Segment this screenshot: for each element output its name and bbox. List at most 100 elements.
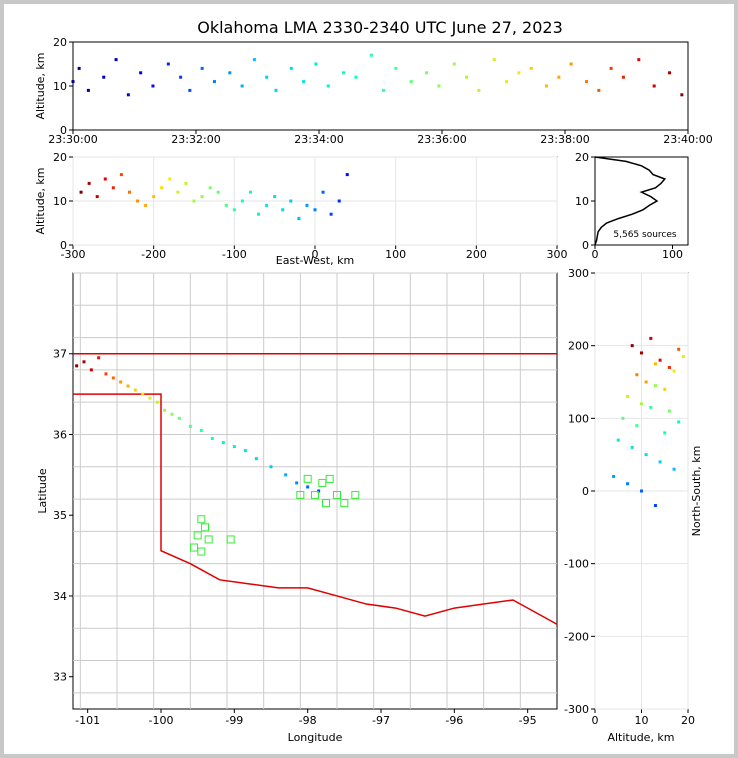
north-south-point bbox=[644, 453, 648, 457]
state-border-south bbox=[73, 393, 558, 625]
east-west-point bbox=[79, 190, 83, 194]
map-y-tick-label: 37 bbox=[53, 348, 67, 361]
histogram-y-tick-label: 10 bbox=[575, 195, 589, 208]
time-height-point bbox=[529, 66, 533, 70]
map-source-point bbox=[232, 445, 236, 449]
time-height-point bbox=[126, 93, 130, 97]
north-south-point bbox=[626, 395, 630, 399]
lma-station-marker bbox=[318, 478, 327, 487]
north-south-point bbox=[621, 416, 625, 420]
north-south-point bbox=[663, 387, 667, 391]
east-west-point bbox=[184, 181, 188, 185]
map-source-point bbox=[284, 473, 288, 477]
time-height-point bbox=[274, 88, 278, 92]
time-height-point bbox=[437, 84, 441, 88]
north-south-point bbox=[635, 424, 639, 428]
lma-station-marker bbox=[351, 491, 360, 500]
east-west-point bbox=[119, 173, 123, 177]
east-west-point bbox=[305, 203, 309, 207]
time-height-x-tick-label: 23:36:00 bbox=[417, 133, 466, 146]
time-height-y-tick-label: 10 bbox=[53, 80, 67, 93]
time-height-x-tick-label: 23:34:00 bbox=[294, 133, 343, 146]
east-west-point bbox=[337, 199, 341, 203]
east-west-y-tick-label: 20 bbox=[53, 151, 67, 164]
north-south-point bbox=[635, 373, 639, 377]
plan-view-panel bbox=[72, 272, 558, 710]
north-south-point bbox=[658, 358, 662, 362]
north-south-point bbox=[616, 438, 620, 442]
east-west-point bbox=[103, 177, 107, 181]
map-source-point bbox=[295, 481, 299, 485]
east-west-x-tick-label: -100 bbox=[222, 248, 247, 261]
time-height-x-tick-label: 23:38:00 bbox=[540, 133, 589, 146]
lma-station-marker bbox=[197, 515, 206, 524]
time-height-point bbox=[621, 75, 625, 79]
east-west-point bbox=[313, 208, 317, 212]
lma-station-marker bbox=[193, 531, 202, 540]
time-height-y-tick-label: 20 bbox=[53, 36, 67, 49]
north-south-point bbox=[667, 409, 671, 413]
lma-station-marker bbox=[197, 547, 206, 556]
east-west-point bbox=[297, 217, 301, 221]
histogram-y-tick-label: 20 bbox=[575, 151, 589, 164]
north-south-x-tick-label: 0 bbox=[592, 714, 599, 727]
time-height-point bbox=[342, 71, 346, 75]
map-ylabel: Latitude bbox=[36, 468, 49, 514]
north-south-point bbox=[672, 369, 676, 373]
east-west-x-tick-label: -200 bbox=[141, 248, 166, 261]
time-height-point bbox=[265, 75, 269, 79]
north-south-point bbox=[653, 362, 657, 366]
map-source-point bbox=[210, 437, 214, 441]
time-height-point bbox=[545, 84, 549, 88]
map-source-point bbox=[163, 408, 167, 412]
map-source-point bbox=[111, 376, 115, 380]
map-source-point bbox=[155, 400, 159, 404]
east-west-point bbox=[281, 208, 285, 212]
map-x-tick-label: -100 bbox=[149, 714, 174, 727]
north-south-point bbox=[640, 489, 643, 493]
histogram-y-tick-label: 0 bbox=[582, 239, 589, 252]
map-y-tick-label: 36 bbox=[53, 428, 67, 441]
map-source-point bbox=[254, 457, 258, 461]
time-height-point bbox=[314, 62, 318, 66]
map-x-tick-label: -99 bbox=[225, 714, 243, 727]
east-west-x-tick-label: 200 bbox=[466, 248, 487, 261]
north-south-xlabel: Altitude, km bbox=[607, 731, 674, 744]
source-count-label: 5,565 sources bbox=[613, 230, 677, 240]
time-height-point bbox=[425, 71, 429, 75]
north-south-point bbox=[630, 344, 634, 348]
time-height-point bbox=[680, 93, 684, 97]
north-south-point bbox=[658, 460, 662, 464]
map-source-point bbox=[104, 372, 108, 376]
time-height-panel bbox=[72, 41, 689, 131]
map-y-tick-label: 34 bbox=[53, 590, 67, 603]
map-source-point bbox=[75, 364, 79, 368]
time-height-point bbox=[86, 88, 90, 92]
north-south-point bbox=[672, 467, 676, 471]
east-west-point bbox=[152, 195, 156, 199]
time-height-point bbox=[452, 62, 456, 66]
north-south-point bbox=[626, 482, 630, 486]
north-south-point bbox=[630, 445, 634, 449]
north-south-point bbox=[681, 355, 685, 359]
time-height-point bbox=[585, 80, 589, 84]
time-height-point bbox=[179, 75, 183, 79]
time-height-point bbox=[188, 88, 192, 92]
east-west-point bbox=[273, 195, 277, 199]
time-height-point bbox=[212, 80, 216, 84]
chart-marks: 23:30:00 23:32:00 23:34:00 23:36:00 23:38:00… bbox=[48, 36, 712, 727]
map-x-tick-label: -97 bbox=[372, 714, 390, 727]
map-x-tick-label: -95 bbox=[519, 714, 537, 727]
time-height-point bbox=[151, 84, 155, 88]
time-height-y-tick-label: 0 bbox=[60, 124, 67, 137]
north-south-point bbox=[677, 420, 681, 424]
map-source-point bbox=[317, 489, 321, 493]
north-south-point bbox=[663, 431, 667, 435]
north-south-y-tick-label: -300 bbox=[564, 703, 589, 716]
east-west-point bbox=[144, 203, 148, 207]
map-y-tick-label: 35 bbox=[53, 509, 67, 522]
map-source-point bbox=[243, 449, 247, 453]
east-west-x-tick-label: 0 bbox=[312, 248, 319, 261]
map-y-tick-label: 33 bbox=[53, 671, 67, 684]
